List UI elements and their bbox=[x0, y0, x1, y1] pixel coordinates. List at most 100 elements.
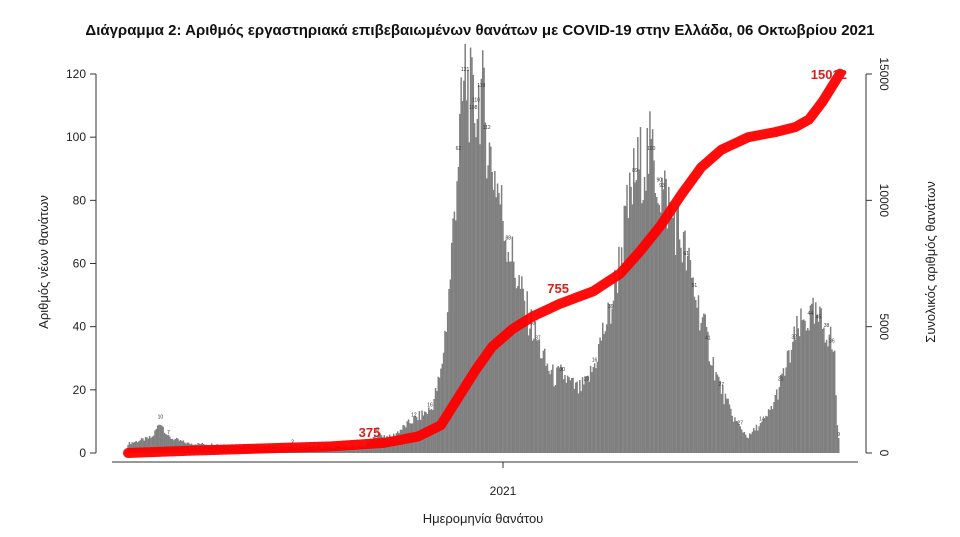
bar bbox=[643, 176, 646, 453]
bar bbox=[642, 200, 644, 453]
bar bbox=[688, 247, 690, 453]
bar bbox=[456, 181, 458, 453]
bar bbox=[475, 137, 477, 454]
bar bbox=[815, 302, 817, 453]
bar bbox=[816, 314, 818, 453]
bar bbox=[467, 69, 469, 454]
bar bbox=[588, 381, 591, 453]
bar bbox=[166, 435, 168, 453]
bar bbox=[585, 376, 588, 453]
bar bbox=[695, 300, 697, 453]
bar bbox=[580, 391, 582, 453]
bar bbox=[510, 261, 512, 453]
chart-title: Διάγραμμα 2: Αριθμός εργαστηριακά επιβεβ… bbox=[85, 22, 875, 39]
bar bbox=[542, 350, 545, 453]
bar bbox=[146, 437, 148, 453]
bar bbox=[591, 372, 593, 453]
bar bbox=[634, 182, 636, 453]
bar-value-label: 62 bbox=[456, 146, 462, 152]
bar bbox=[658, 204, 661, 453]
y-right-tick-label: 5000 bbox=[877, 313, 891, 340]
bar bbox=[809, 305, 812, 453]
bar bbox=[611, 308, 613, 453]
y-right-tick-label: 0 bbox=[877, 450, 891, 457]
bar bbox=[163, 432, 166, 453]
bar bbox=[833, 350, 836, 453]
bar bbox=[798, 336, 801, 453]
y-left-tick-label: 80 bbox=[73, 193, 87, 207]
bar bbox=[616, 292, 619, 453]
y-left-tick-label: 120 bbox=[66, 67, 86, 81]
bar bbox=[496, 183, 499, 453]
bar-value-label: 112 bbox=[483, 125, 491, 131]
bar bbox=[646, 128, 648, 453]
bar bbox=[492, 189, 495, 454]
bar bbox=[765, 415, 767, 453]
bar bbox=[600, 340, 603, 453]
bar bbox=[624, 206, 627, 453]
bar bbox=[635, 180, 638, 453]
bar bbox=[734, 417, 736, 453]
bar bbox=[670, 203, 673, 453]
bar bbox=[762, 419, 764, 453]
bar bbox=[507, 251, 510, 453]
bar bbox=[465, 100, 468, 453]
bar bbox=[835, 395, 837, 453]
bar bbox=[690, 277, 693, 453]
bar bbox=[568, 377, 570, 453]
bar bbox=[653, 160, 655, 453]
bar bbox=[614, 269, 616, 453]
bar bbox=[147, 438, 150, 453]
bar bbox=[766, 416, 769, 453]
bar bbox=[796, 315, 798, 453]
bar bbox=[792, 341, 794, 453]
bar bbox=[455, 220, 457, 453]
bar bbox=[754, 430, 756, 453]
bar-value-label: 45 bbox=[816, 314, 822, 320]
bar bbox=[557, 365, 559, 453]
bar bbox=[472, 74, 475, 454]
bar bbox=[167, 434, 170, 453]
bar bbox=[562, 379, 565, 453]
bar bbox=[743, 431, 746, 453]
bar bbox=[450, 242, 453, 453]
bar bbox=[506, 261, 508, 453]
bar bbox=[499, 204, 502, 453]
bar bbox=[623, 205, 626, 453]
bar bbox=[575, 382, 577, 453]
bar bbox=[828, 334, 831, 453]
bar bbox=[479, 144, 481, 453]
bar bbox=[824, 342, 826, 453]
bar bbox=[434, 387, 437, 453]
bar-value-label: 16 bbox=[592, 358, 598, 364]
bar bbox=[665, 178, 667, 453]
bar bbox=[738, 424, 740, 453]
bar bbox=[140, 438, 143, 453]
bar bbox=[779, 375, 782, 453]
bar-value-label: 12 bbox=[411, 413, 417, 419]
bar bbox=[488, 142, 491, 453]
bar bbox=[527, 335, 530, 453]
bar bbox=[684, 230, 686, 453]
y-right-tick-label: 15000 bbox=[877, 57, 891, 91]
bar bbox=[437, 376, 439, 453]
bar bbox=[654, 192, 657, 453]
bar bbox=[453, 211, 456, 453]
bar bbox=[165, 434, 167, 453]
bar bbox=[587, 375, 589, 453]
bar bbox=[503, 241, 506, 453]
bar bbox=[596, 361, 599, 453]
bar bbox=[746, 437, 748, 453]
bar bbox=[666, 228, 669, 453]
bar bbox=[785, 367, 787, 453]
bar bbox=[504, 239, 507, 453]
bar bbox=[132, 442, 135, 453]
bar bbox=[529, 328, 531, 453]
bar bbox=[484, 122, 487, 453]
bar bbox=[517, 286, 519, 453]
bar bbox=[508, 261, 511, 453]
bar bbox=[356, 447, 359, 453]
bar bbox=[724, 393, 727, 453]
bar bbox=[552, 364, 554, 453]
bar bbox=[554, 384, 557, 453]
